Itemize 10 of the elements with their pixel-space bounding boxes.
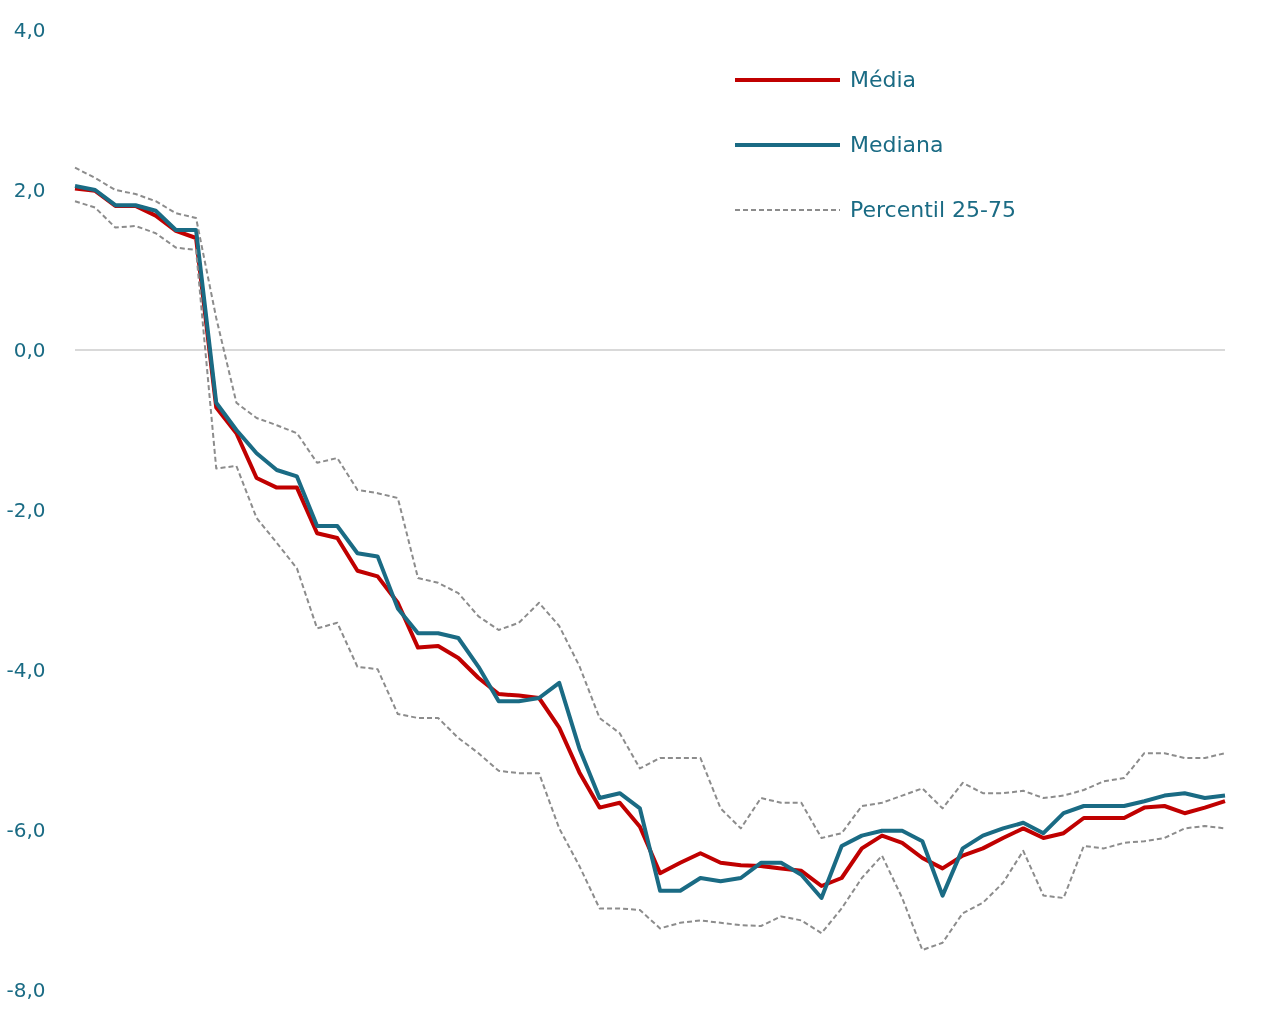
y-tick-label: -6,0 bbox=[6, 817, 46, 842]
y-tick-label: 2,0 bbox=[13, 177, 46, 202]
legend-label: Mediana bbox=[850, 132, 944, 157]
y-tick-label: 4,0 bbox=[13, 17, 46, 42]
legend-label: Percentil 25-75 bbox=[850, 197, 1016, 222]
y-tick-label: -8,0 bbox=[6, 977, 46, 1002]
y-tick-label: -2,0 bbox=[6, 497, 46, 522]
legend-label: Média bbox=[850, 67, 917, 92]
y-tick-label: -4,0 bbox=[6, 657, 46, 682]
y-tick-label: 0,0 bbox=[13, 337, 46, 362]
